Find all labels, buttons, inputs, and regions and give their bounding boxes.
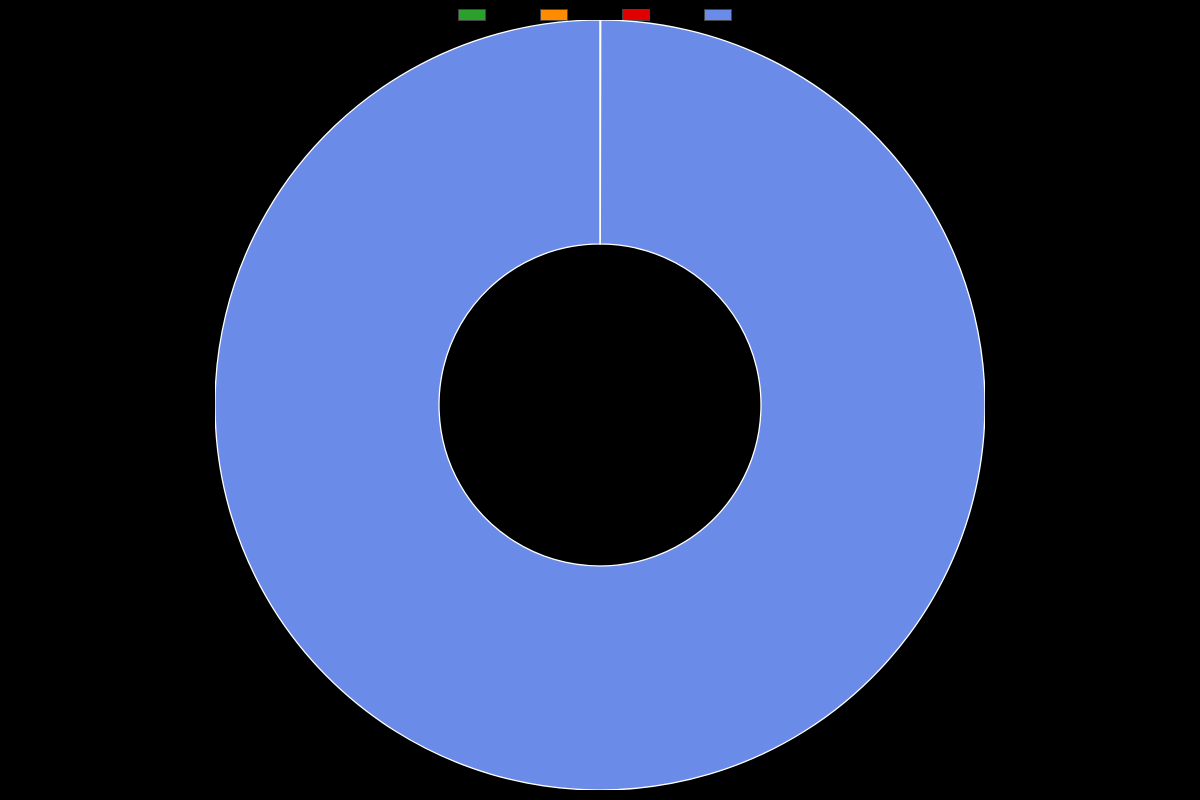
- donut-chart: [215, 20, 985, 790]
- chart-page: [0, 0, 1200, 800]
- donut-chart-container: [215, 20, 985, 790]
- donut-slices: [215, 20, 985, 790]
